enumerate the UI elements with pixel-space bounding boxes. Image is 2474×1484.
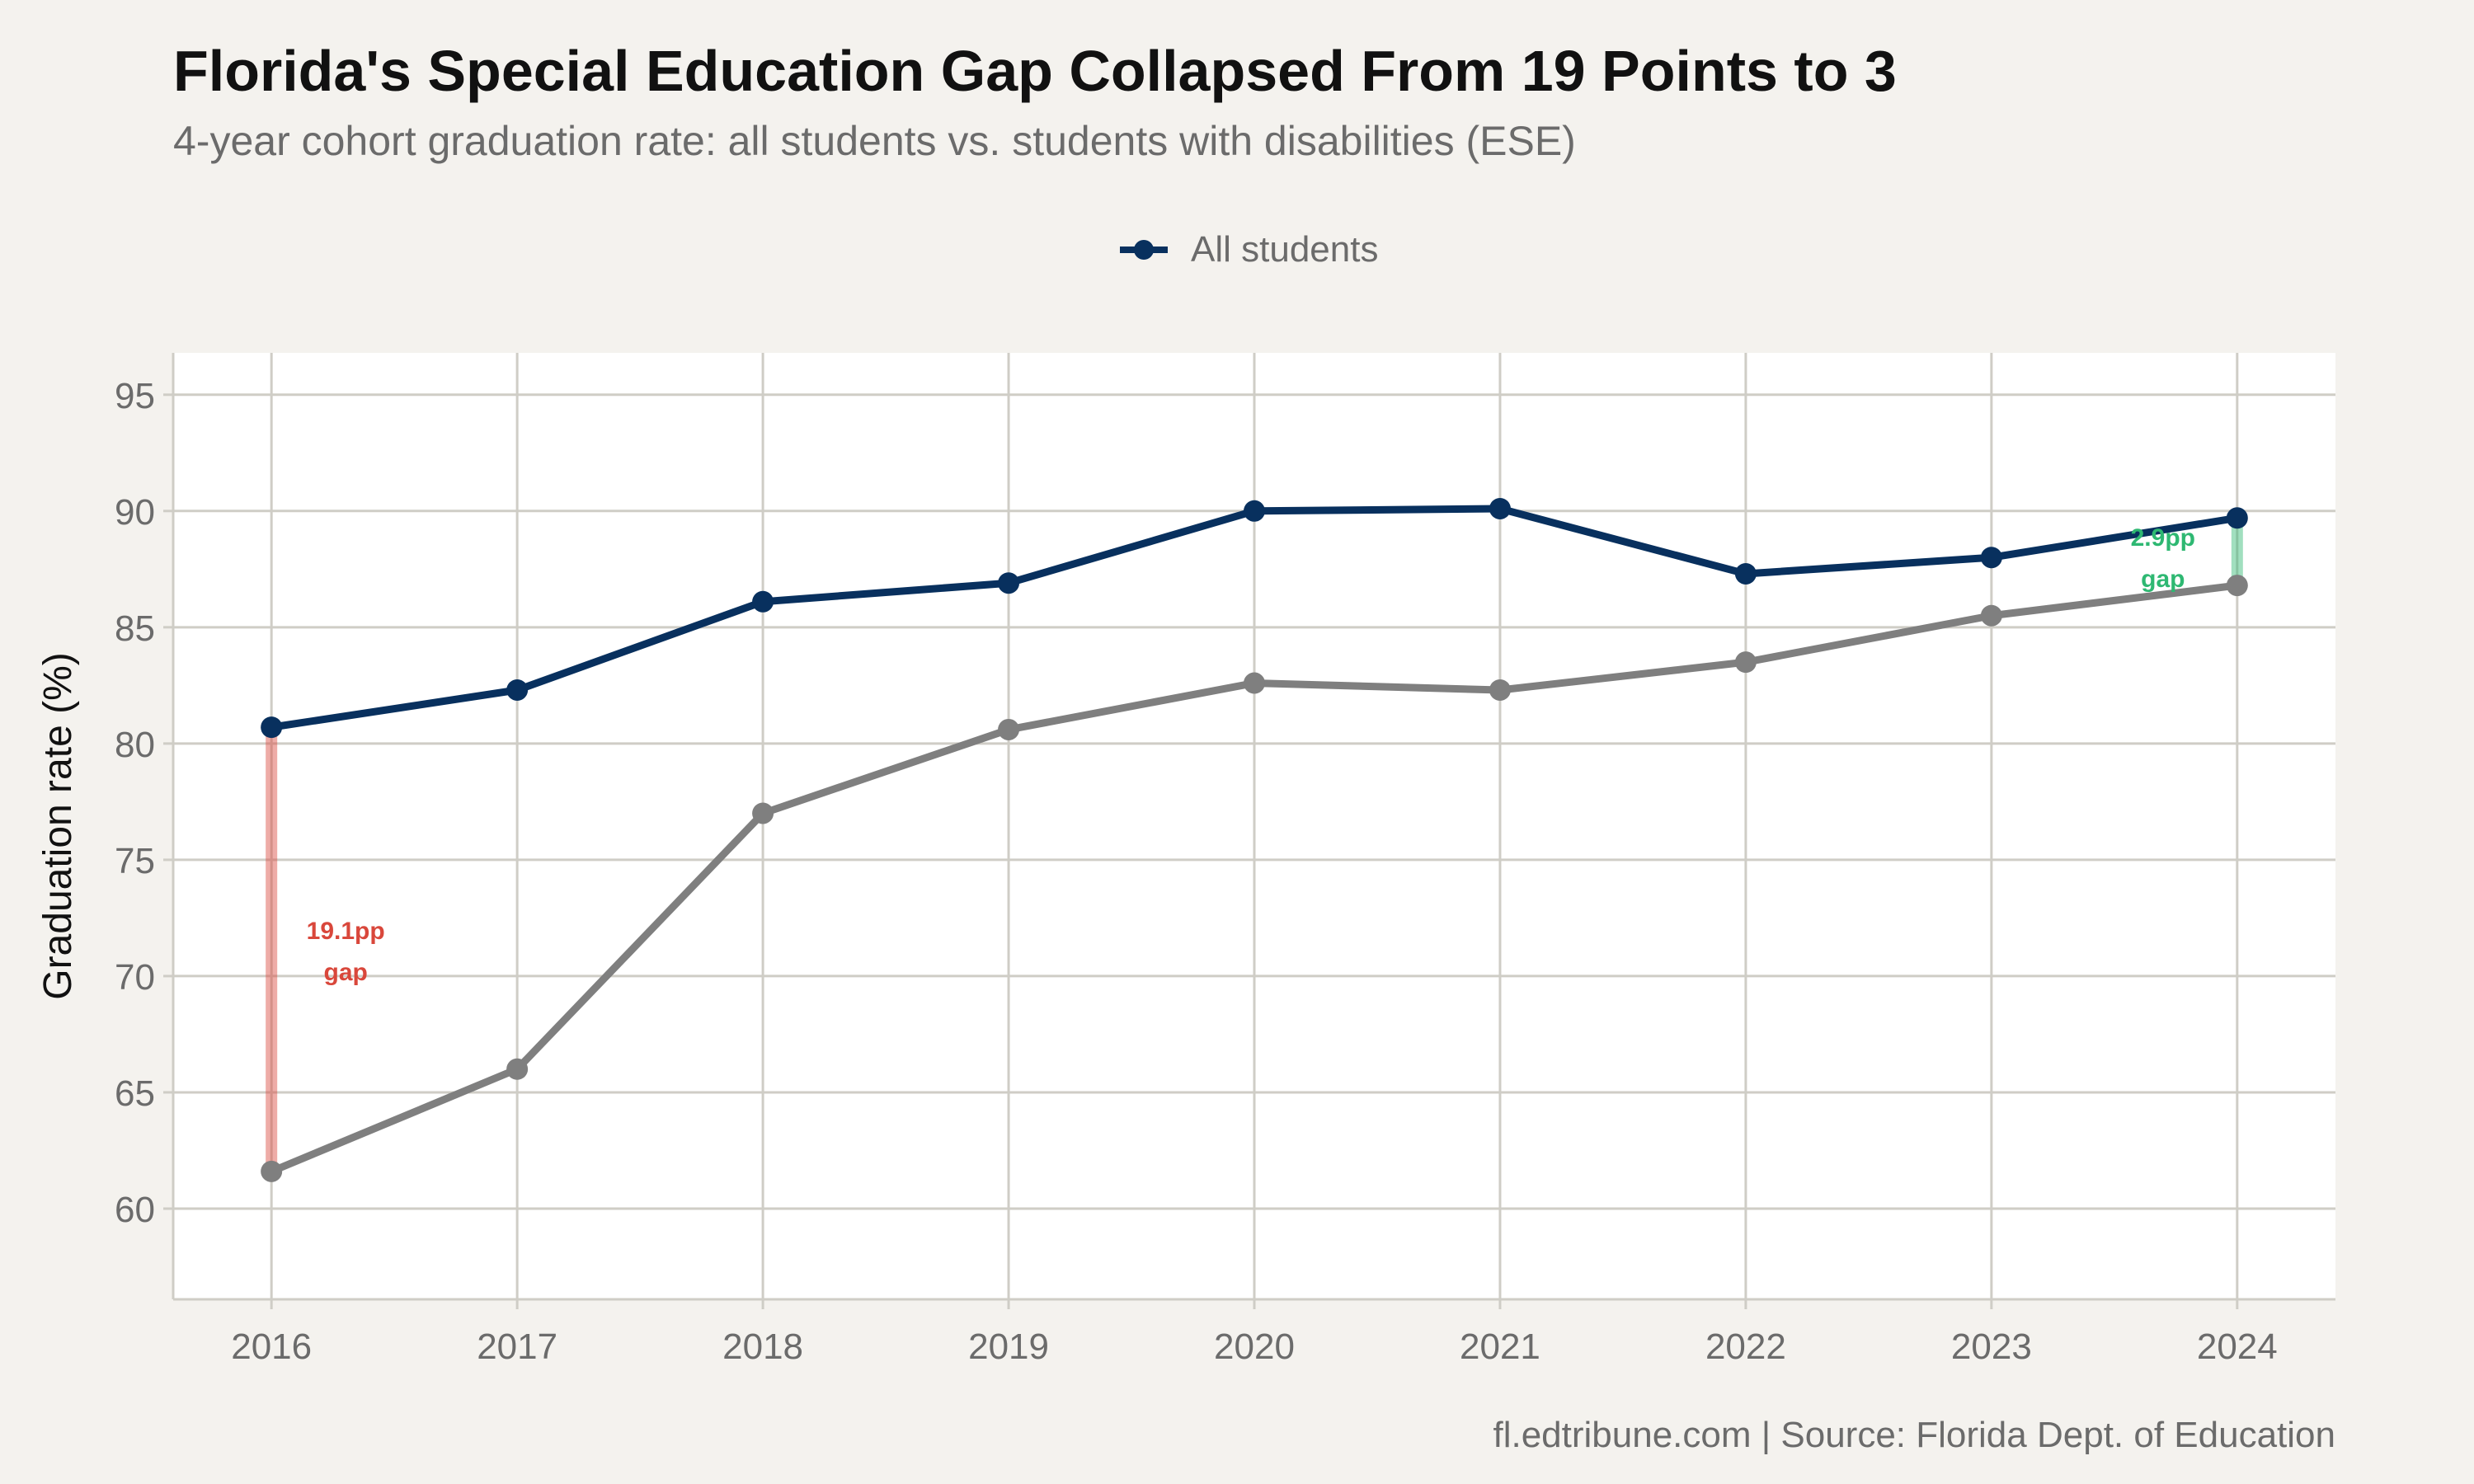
- chart-title: Florida's Special Education Gap Collapse…: [173, 39, 1897, 103]
- data-point-all-students: [752, 590, 774, 613]
- data-point-all-students: [506, 679, 529, 701]
- x-tick-label: 2024: [2197, 1327, 2278, 1367]
- legend-label-all-students: All students: [1191, 229, 1379, 270]
- gap-label-2016: 19.1pp: [307, 918, 385, 945]
- legend: All students: [1118, 229, 1378, 270]
- data-point-ese: [506, 1058, 529, 1080]
- y-tick-label: 80: [115, 725, 155, 765]
- x-tick-label: 2016: [231, 1327, 312, 1367]
- x-tick-label: 2022: [1705, 1327, 1786, 1367]
- x-tick-label: 2017: [477, 1327, 557, 1367]
- data-point-ese: [752, 802, 774, 824]
- gap-label-2016: gap: [324, 959, 368, 986]
- y-tick-label: 75: [115, 841, 155, 881]
- data-point-all-students: [1980, 547, 2002, 569]
- data-point-ese: [1734, 651, 1757, 674]
- y-tick-label: 85: [115, 608, 155, 649]
- x-tick-label: 2020: [1214, 1327, 1295, 1367]
- source-caption: fl.edtribune.com | Source: Florida Dept.…: [1493, 1415, 2335, 1455]
- data-point-ese: [2226, 575, 2248, 597]
- data-point-all-students: [1734, 562, 1757, 585]
- x-tick-label: 2023: [1951, 1327, 2032, 1367]
- data-point-all-students: [261, 716, 283, 739]
- data-point-ese: [1489, 679, 1511, 701]
- y-tick-label: 70: [115, 957, 155, 998]
- data-point-ese: [261, 1160, 283, 1182]
- gridlines: [173, 353, 2335, 1299]
- x-tick-label: 2018: [722, 1327, 803, 1367]
- gap-label-2024: 2.9pp: [2131, 524, 2195, 552]
- data-point-ese: [998, 718, 1020, 740]
- data-point-ese: [1980, 604, 2002, 627]
- data-point-ese: [1244, 672, 1265, 694]
- y-tick-label: 90: [115, 492, 155, 533]
- legend-key-all-students: [1120, 240, 1168, 260]
- y-tick-label: 65: [115, 1073, 155, 1114]
- y-tick-label: 95: [115, 376, 155, 416]
- data-point-all-students: [998, 572, 1020, 594]
- gap-label-2024: gap: [2141, 566, 2185, 593]
- data-point-all-students: [1489, 497, 1511, 519]
- x-tick-label: 2021: [1460, 1327, 1540, 1367]
- data-point-all-students: [2226, 507, 2248, 529]
- y-tick-label: 60: [115, 1190, 155, 1230]
- x-tick-label: 2019: [968, 1327, 1049, 1367]
- y-axis-title: Graduation rate (%): [36, 652, 80, 1000]
- chart-subtitle: 4-year cohort graduation rate: all stude…: [173, 118, 1576, 164]
- data-point-all-students: [1244, 500, 1265, 522]
